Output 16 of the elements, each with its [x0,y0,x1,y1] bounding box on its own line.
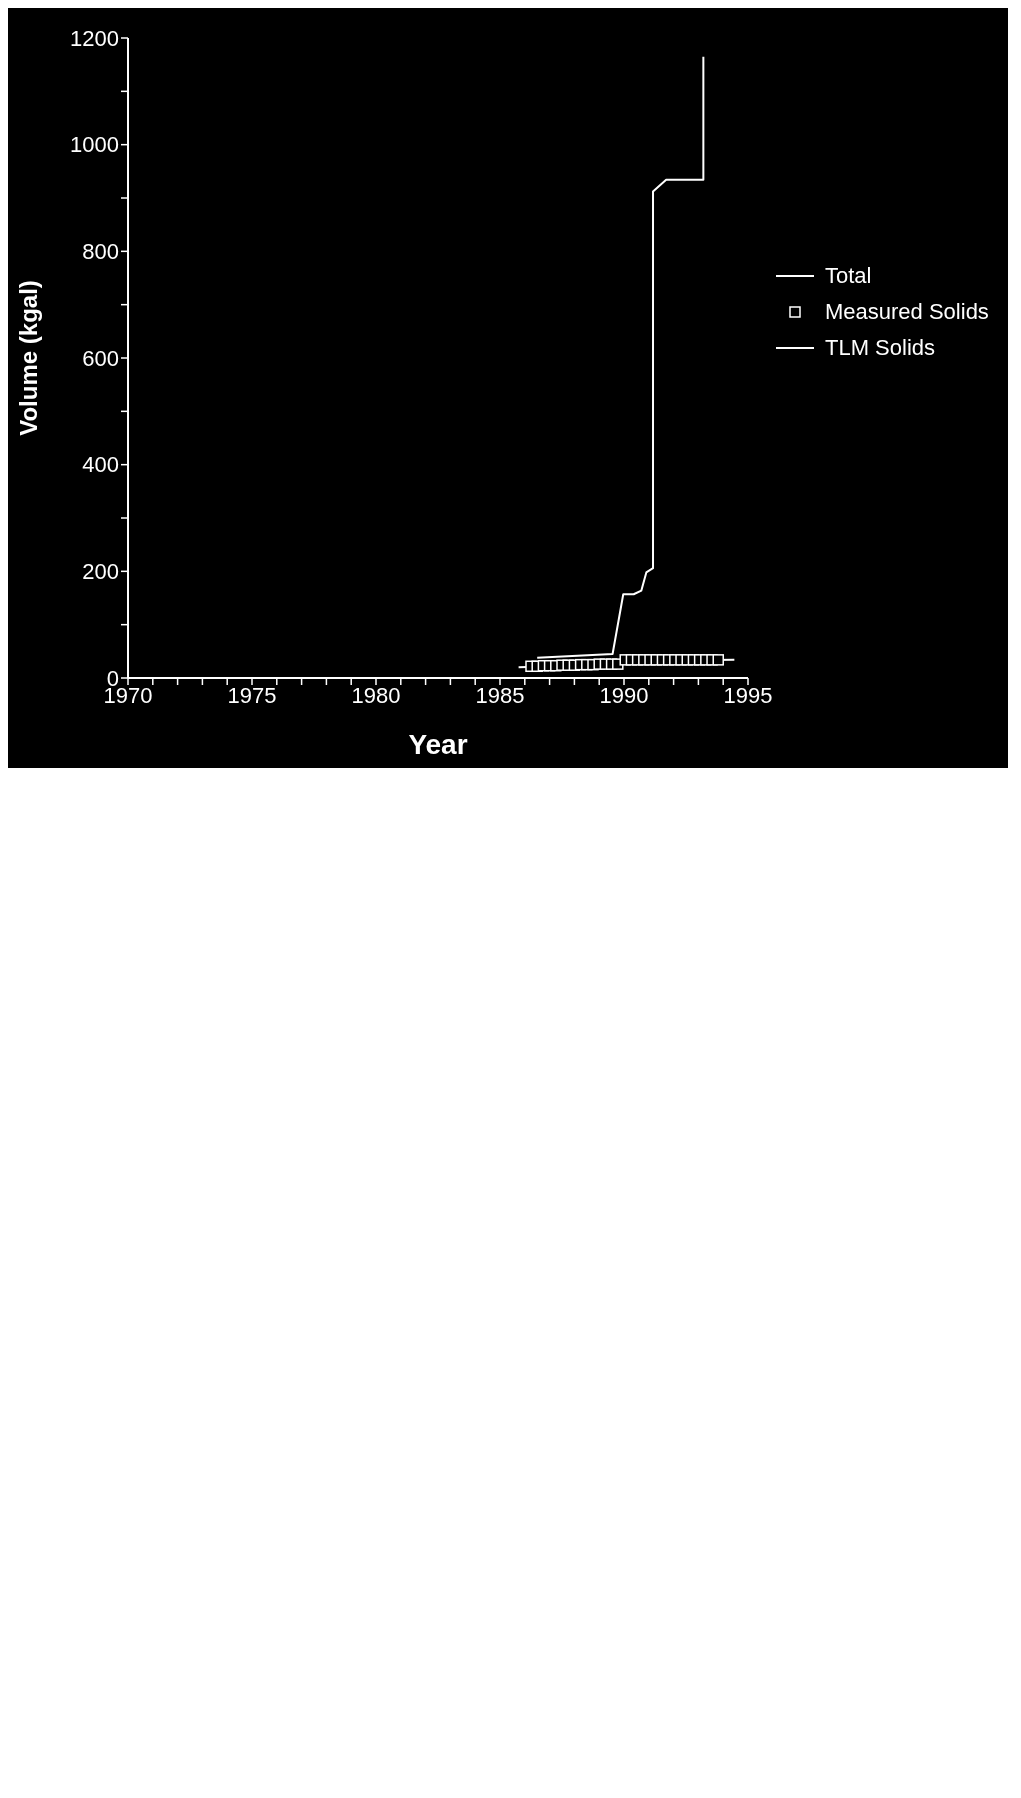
x-tick-label: 1995 [723,682,773,708]
y-tick-label: 400 [82,452,119,478]
y-tick-label: 800 [82,239,119,265]
y-tick-label: 1200 [70,25,119,51]
legend-label: TLM Solids [825,334,936,362]
legend-label: Total [825,262,872,290]
y-tick-label: 1000 [70,132,119,158]
y-axis-title: Volume (kgal) [14,280,42,436]
x-axis-title: Year [408,729,468,760]
x-tick-label: 1980 [351,682,401,708]
x-tick-label: 1985 [475,682,525,708]
legend-label: Measured Solids [825,298,989,326]
x-tick-label: 1990 [599,682,649,708]
x-tick-label: 1975 [227,682,277,708]
y-tick-label: 200 [82,559,119,585]
y-tick-label: 600 [82,345,119,371]
